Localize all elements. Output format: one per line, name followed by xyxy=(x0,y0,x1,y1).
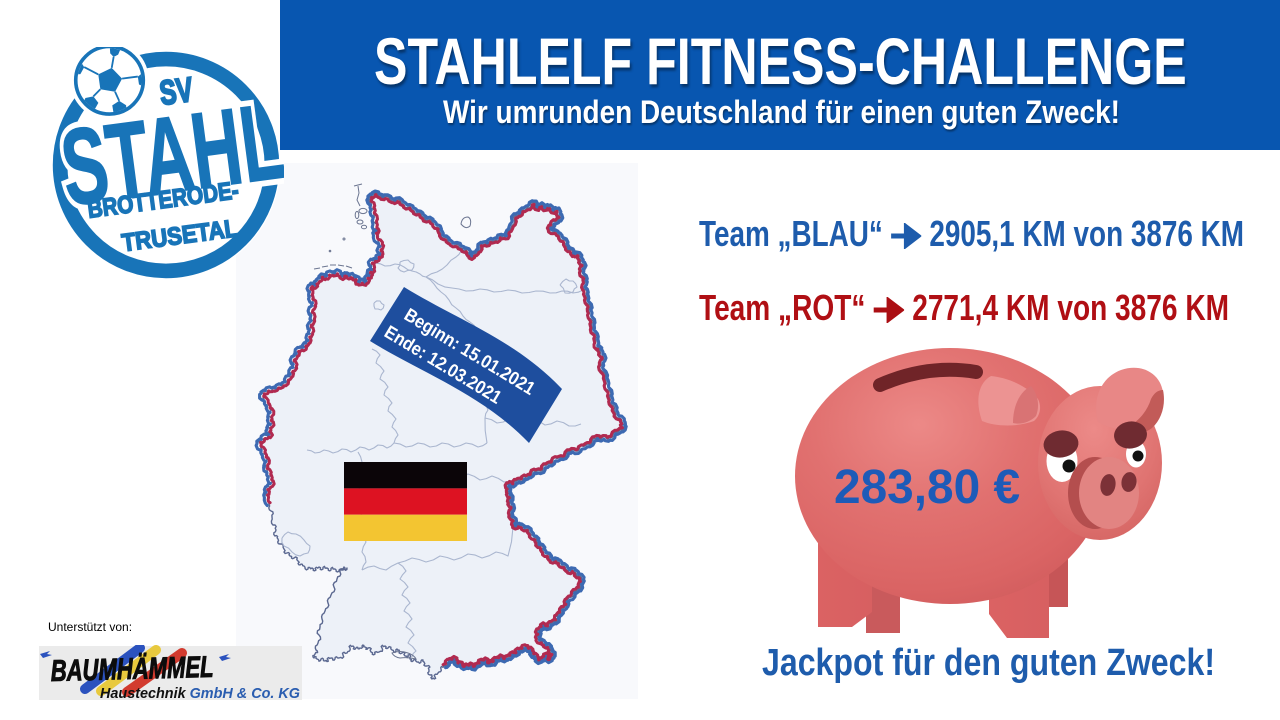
svg-text:BAUMHÄMMEL: BAUMHÄMMEL xyxy=(50,649,214,687)
svg-text:STAHL: STAHL xyxy=(55,81,284,230)
svg-text:STAHL: STAHL xyxy=(55,81,284,230)
svg-text:Haustechnik GmbH & Co. KG: Haustechnik GmbH & Co. KG xyxy=(100,685,300,701)
svg-text:SV: SV xyxy=(158,71,196,113)
